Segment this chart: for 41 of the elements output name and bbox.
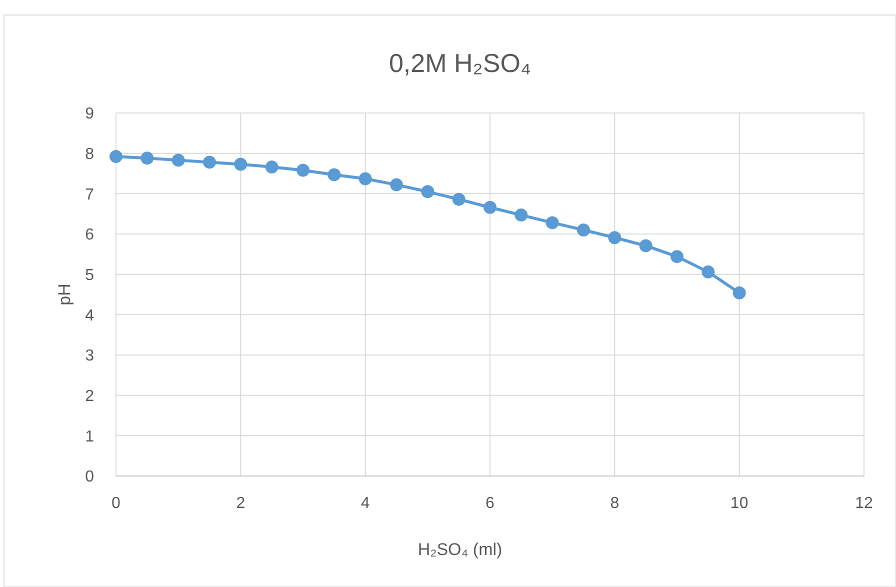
x-tick-label: 4	[360, 495, 370, 512]
point	[702, 265, 715, 278]
y-axis-title: pH	[55, 284, 74, 306]
point	[452, 192, 466, 206]
point	[358, 172, 372, 186]
point	[514, 208, 528, 222]
x-tick-label: 0	[112, 495, 121, 512]
point	[670, 250, 684, 264]
point	[328, 168, 341, 182]
point	[140, 152, 154, 165]
chart-title: 0,2M H₂SO₄	[388, 48, 532, 78]
point	[484, 200, 496, 214]
y-tick-label: 7	[85, 186, 94, 204]
point	[390, 178, 403, 192]
y-tick-label: 5	[85, 266, 94, 284]
y-tick-label: 1	[85, 428, 94, 446]
point	[234, 158, 248, 171]
point	[172, 154, 185, 167]
point	[732, 286, 746, 300]
point	[639, 239, 652, 252]
x-axis-title: H₂SO₄ (ml)	[418, 540, 502, 559]
x-tick-label: 6	[486, 495, 495, 512]
x-tick-label: 10	[730, 495, 748, 512]
point	[608, 231, 622, 244]
point	[577, 223, 590, 236]
point	[203, 156, 216, 169]
point	[296, 164, 310, 177]
point	[265, 160, 278, 174]
y-tick-label: 8	[85, 146, 94, 163]
y-tick-label: 3	[85, 348, 94, 365]
y-tick-label: 2	[85, 388, 94, 405]
point	[110, 150, 122, 164]
point	[421, 185, 434, 198]
x-tick-label: 8	[610, 495, 620, 512]
y-tick-label: 0	[85, 468, 94, 486]
y-tick-label: 4	[85, 307, 94, 324]
y-tick-label: 9	[85, 106, 94, 123]
x-tick-label: 2	[236, 495, 246, 512]
y-tick-label: 6	[85, 226, 94, 244]
x-tick-label: 12	[855, 495, 873, 512]
point	[546, 216, 559, 230]
